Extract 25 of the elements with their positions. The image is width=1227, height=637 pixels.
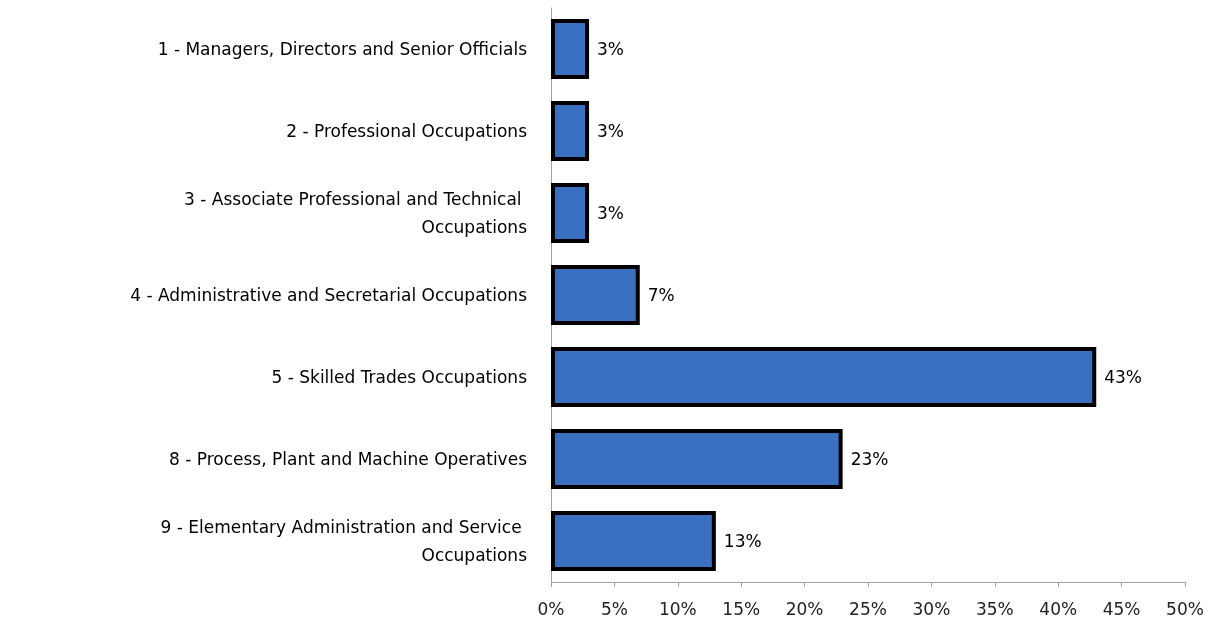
y-tick-label: 3 - Associate Professional and Technical Occupations — [184, 189, 528, 237]
data-label: 23% — [850, 449, 889, 469]
data-label: 3% — [597, 39, 625, 59]
y-tick-label: 4 - Administrative and Secretarial Occupations — [130, 285, 528, 305]
y-tick-label: 1 - Managers, Directors and Senior Officials — [157, 39, 528, 59]
x-tick-label: 10% — [658, 598, 697, 619]
data-label: 43% — [1104, 367, 1143, 387]
x-tick-label: 0% — [537, 598, 565, 619]
data-label: 3% — [597, 121, 625, 141]
data-label: 3% — [597, 203, 625, 223]
x-tick-label: 20% — [785, 598, 824, 619]
x-tick-label: 45% — [1102, 598, 1141, 619]
data-label: 7% — [647, 285, 675, 305]
data-label: 13% — [723, 531, 762, 551]
x-tick-label: 50% — [1166, 598, 1204, 619]
x-tick-label: 35% — [975, 598, 1014, 619]
x-tick-label: 30% — [912, 598, 951, 619]
x-tick-label: 25% — [849, 598, 887, 619]
y-tick-label: 2 - Professional Occupations — [286, 121, 528, 141]
x-tick-label: 40% — [1039, 598, 1078, 619]
y-tick-label: 5 - Skilled Trades Occupations — [271, 367, 528, 387]
x-tick-label: 5% — [600, 598, 628, 619]
y-tick-label: 9 - Elementary Administration and Service Occupations — [160, 517, 528, 565]
y-tick-label: 8 - Process, Plant and Machine Operatives — [168, 449, 528, 469]
x-tick-label: 15% — [722, 598, 761, 619]
